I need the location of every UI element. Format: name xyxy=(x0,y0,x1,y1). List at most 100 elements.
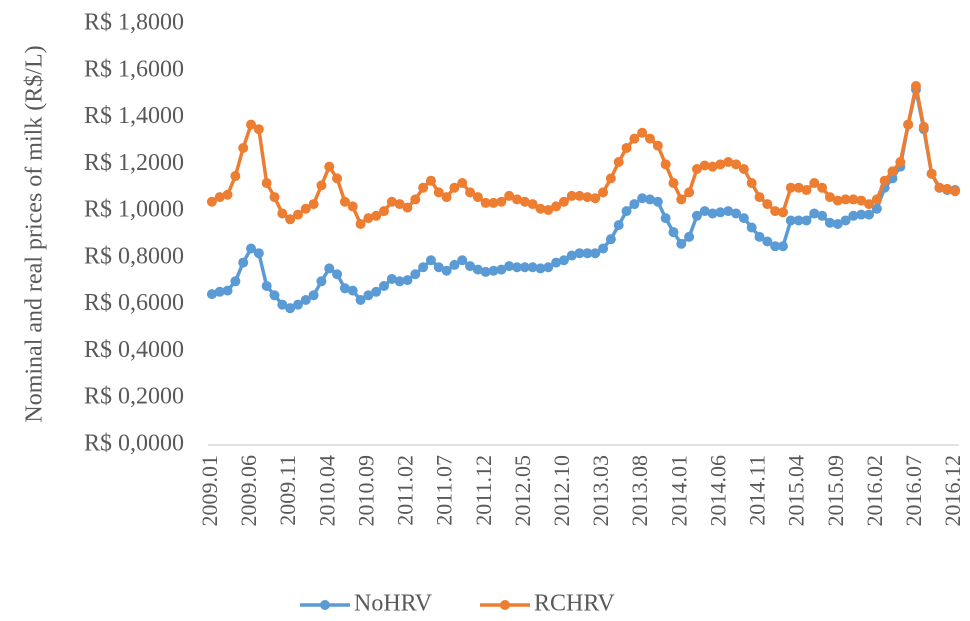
data-point xyxy=(277,208,288,219)
data-point xyxy=(699,206,710,217)
data-point xyxy=(246,119,257,130)
data-point xyxy=(551,201,562,212)
data-point xyxy=(691,164,702,175)
data-point xyxy=(465,261,476,272)
data-point xyxy=(840,194,851,205)
data-point xyxy=(238,257,249,268)
data-point xyxy=(864,209,875,220)
data-point xyxy=(848,210,859,221)
data-point xyxy=(300,294,311,305)
data-point xyxy=(339,283,350,294)
legend-marker xyxy=(500,600,510,610)
data-point xyxy=(652,140,663,151)
data-point xyxy=(856,209,867,220)
y-tick-label: R$ 1,4000 xyxy=(84,103,184,129)
data-point xyxy=(856,195,867,206)
data-point xyxy=(222,189,233,200)
data-point xyxy=(535,263,546,274)
data-point xyxy=(637,193,648,204)
data-point xyxy=(214,286,225,297)
data-point xyxy=(871,203,882,214)
data-point xyxy=(824,192,835,203)
data-point xyxy=(903,119,914,130)
data-point xyxy=(543,204,554,215)
data-point xyxy=(214,192,225,203)
data-point xyxy=(809,178,820,189)
data-point xyxy=(621,206,632,217)
x-tick-label: 2011.02 xyxy=(393,455,418,526)
data-point xyxy=(519,262,530,273)
x-tick-label: 2012.05 xyxy=(510,455,535,527)
data-point xyxy=(269,192,280,203)
data-point xyxy=(629,199,640,210)
data-point xyxy=(230,276,241,287)
data-point xyxy=(668,227,679,238)
data-point xyxy=(410,194,421,205)
data-point xyxy=(637,127,648,138)
data-point xyxy=(910,80,921,91)
data-point xyxy=(668,178,679,189)
data-point xyxy=(371,286,382,297)
y-tick-label: R$ 0,6000 xyxy=(84,290,184,316)
data-point xyxy=(590,193,601,204)
data-point xyxy=(558,255,569,266)
data-point xyxy=(950,186,961,197)
data-point xyxy=(277,299,288,310)
data-point xyxy=(488,265,499,276)
data-point xyxy=(261,280,272,291)
data-point xyxy=(308,290,319,301)
data-point xyxy=(512,262,523,273)
data-point xyxy=(433,262,444,273)
data-point xyxy=(707,161,718,172)
data-point xyxy=(535,203,546,214)
data-point xyxy=(472,264,483,275)
y-axis-title: Nominal and real prices of milk (R$/L) xyxy=(22,45,48,422)
x-tick-label: 2010.09 xyxy=(353,455,378,527)
data-point xyxy=(887,166,898,177)
legend-label: NoHRV xyxy=(354,591,433,617)
data-point xyxy=(731,159,742,170)
x-tick-label: 2015.04 xyxy=(784,455,809,527)
data-point xyxy=(926,168,937,179)
data-point xyxy=(777,241,788,252)
data-point xyxy=(574,190,585,201)
data-point xyxy=(543,262,554,273)
data-point xyxy=(613,156,624,167)
data-point xyxy=(253,248,264,259)
data-point xyxy=(590,248,601,259)
data-point xyxy=(801,185,812,196)
data-point xyxy=(582,192,593,203)
x-tick-label: 2009.01 xyxy=(197,455,222,527)
data-point xyxy=(676,238,687,249)
data-point xyxy=(871,194,882,205)
data-point xyxy=(715,159,726,170)
data-point xyxy=(222,285,233,296)
data-point xyxy=(379,280,390,291)
data-point xyxy=(660,213,671,224)
x-tick-label: 2013.03 xyxy=(588,455,613,527)
data-point xyxy=(817,182,828,193)
data-point xyxy=(292,209,303,220)
data-point xyxy=(355,218,366,229)
data-point xyxy=(285,214,296,225)
data-point xyxy=(746,222,757,233)
data-point xyxy=(942,183,953,194)
data-point xyxy=(879,175,890,186)
x-tick-label: 2014.06 xyxy=(705,455,730,527)
data-point xyxy=(605,173,616,184)
data-point xyxy=(332,269,343,280)
data-point xyxy=(582,248,593,259)
data-point xyxy=(660,159,671,170)
data-point xyxy=(566,190,577,201)
data-point xyxy=(316,180,327,191)
data-point xyxy=(691,210,702,221)
data-point xyxy=(895,156,906,167)
data-point xyxy=(793,182,804,193)
data-point xyxy=(644,194,655,205)
x-tick-label: 2010.04 xyxy=(314,455,339,527)
y-tick-label: R$ 0,4000 xyxy=(84,337,184,363)
data-point xyxy=(551,257,562,268)
data-point xyxy=(472,192,483,203)
data-point xyxy=(762,199,773,210)
data-point xyxy=(238,142,249,153)
